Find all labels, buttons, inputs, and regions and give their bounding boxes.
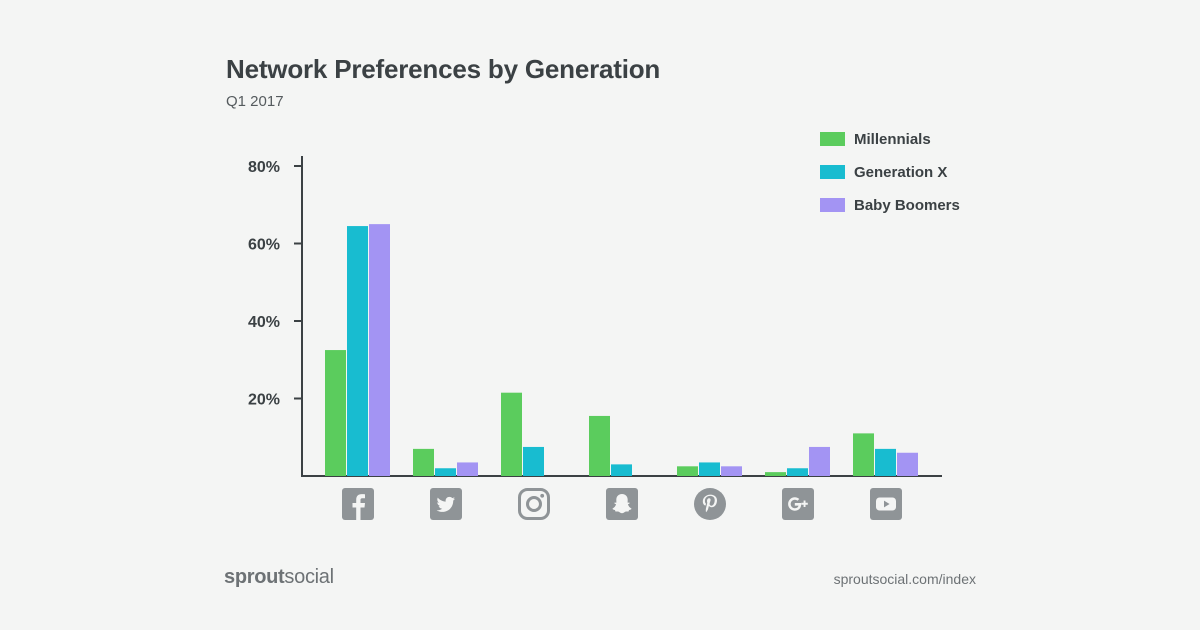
google-plus-icon	[782, 488, 814, 520]
legend-label: Baby Boomers	[854, 197, 960, 214]
bar-generation-x-twitter	[435, 468, 456, 476]
brand-logo-part2: social	[284, 566, 334, 588]
y-tick-label: 80%	[248, 159, 280, 176]
bar-generation-x-youtube	[875, 448, 896, 476]
legend-label: Millennials	[854, 131, 931, 148]
bar-generation-x-pinterest	[699, 462, 720, 476]
bar-millennials-google-plus	[765, 472, 786, 476]
y-tick-label: 40%	[248, 314, 280, 331]
bar-baby-boomers-facebook	[369, 224, 390, 476]
bar-generation-x-instagram	[523, 446, 544, 476]
bar-baby-boomers-pinterest	[721, 466, 742, 476]
chart-title: Network Preferences by Generation	[226, 54, 661, 84]
bar-millennials-twitter	[413, 448, 434, 476]
bar-millennials-youtube	[853, 433, 874, 476]
bar-millennials-snapchat	[589, 415, 610, 476]
brand-logo: sproutsocial	[224, 566, 334, 589]
legend-swatch	[820, 198, 845, 212]
chart-legend: Millennials Generation X Baby Boomers	[820, 131, 960, 214]
bar-baby-boomers-youtube	[897, 452, 918, 476]
chart-subtitle: Q1 2017	[226, 93, 284, 110]
bar-generation-x-google-plus	[787, 468, 808, 476]
y-tick-label: 60%	[248, 237, 280, 254]
youtube-icon	[870, 488, 902, 520]
source-url: sproutsocial.com/index	[833, 571, 976, 587]
bar-generation-x-facebook	[347, 226, 368, 476]
bar-millennials-pinterest	[677, 466, 698, 476]
instagram-icon	[518, 488, 550, 520]
bar-generation-x-snapchat	[611, 464, 632, 476]
bar-baby-boomers-twitter	[457, 462, 478, 476]
category-icons	[342, 488, 902, 520]
bar-baby-boomers-google-plus	[809, 446, 830, 476]
y-tick-label: 20%	[248, 392, 280, 409]
legend-swatch	[820, 165, 845, 179]
snapchat-icon	[606, 488, 638, 520]
pinterest-icon	[694, 488, 726, 520]
facebook-icon	[342, 488, 374, 520]
brand-logo-part1: sprout	[224, 566, 285, 588]
legend-swatch	[820, 132, 845, 146]
bar-millennials-facebook	[325, 350, 346, 476]
legend-label: Generation X	[854, 164, 947, 181]
chart-bars	[325, 224, 918, 476]
bar-millennials-instagram	[501, 392, 522, 476]
twitter-icon	[430, 488, 462, 520]
